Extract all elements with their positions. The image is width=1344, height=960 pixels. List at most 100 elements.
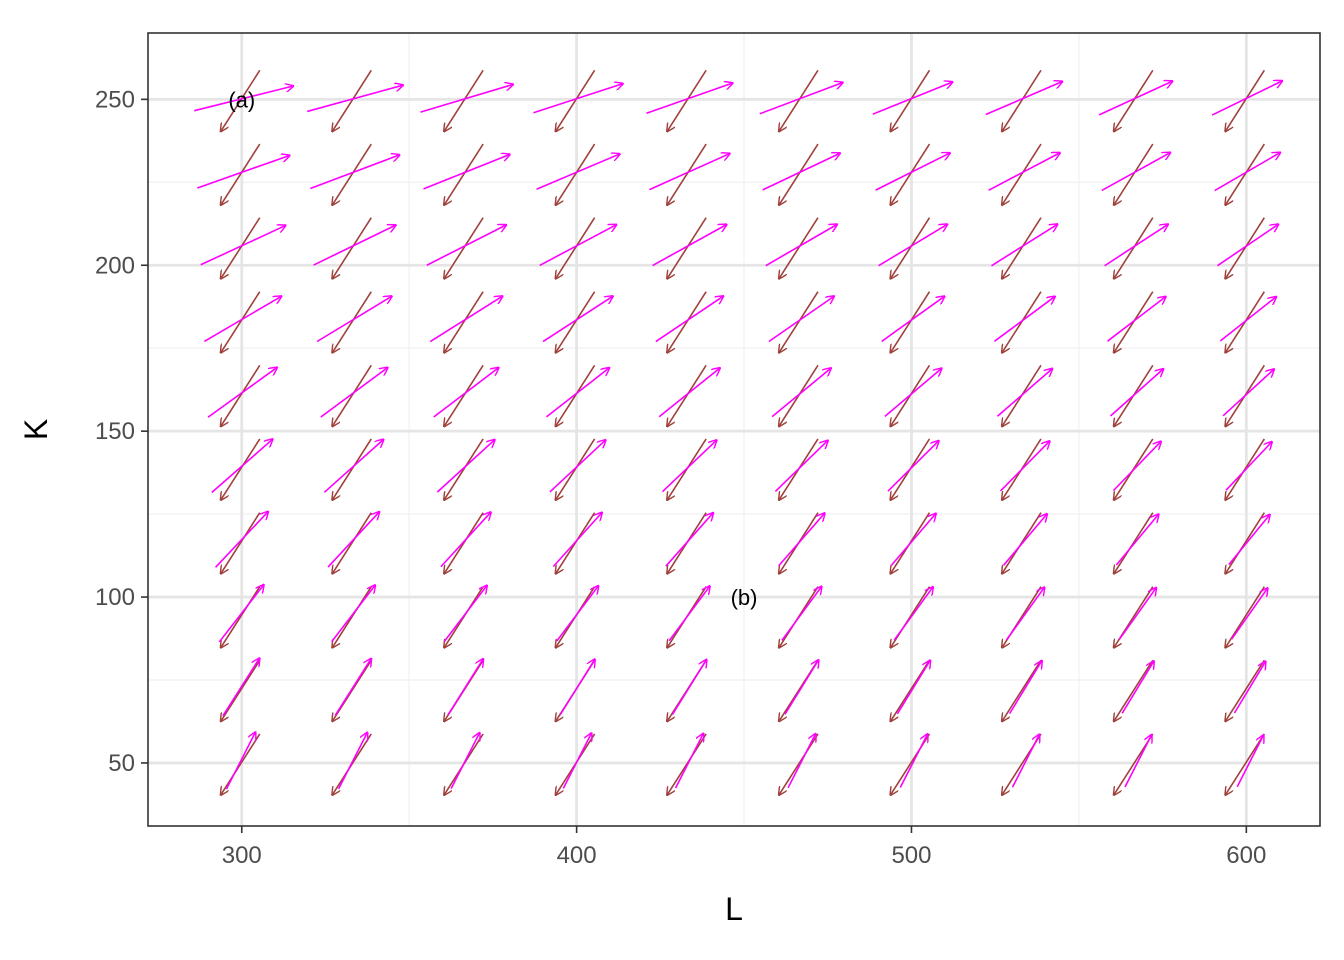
red-vector-arrow [332,438,372,500]
magenta-vector-arrow [1115,514,1158,566]
panel-border [147,32,1321,827]
red-vector-arrow [444,291,484,353]
magenta-vector-arrow [999,441,1050,492]
magenta-vector-arrow [988,153,1060,191]
x-tick-label: 600 [1226,842,1266,869]
magenta-vector-arrow [450,733,479,790]
red-vector-arrow [1114,659,1154,721]
magenta-vector-arrow [1233,661,1265,714]
y-tick-label: 250 [95,86,135,113]
magenta-vector-arrow [1211,81,1282,116]
red-vector-arrow [1225,217,1266,279]
red-vector-arrow [221,586,261,648]
magenta-vector-arrow [211,439,273,494]
magenta-vector-arrow [334,659,371,716]
magenta-vector-arrow [443,585,487,642]
annotation-label: (a) [228,87,255,112]
magenta-vector-arrow [429,296,502,343]
magenta-vector-arrow [552,512,602,568]
magenta-vector-arrow [556,586,599,642]
magenta-vector-arrow [436,440,494,493]
red-vector-arrow [556,364,596,426]
red-vector-arrow [221,69,261,131]
magenta-vector-arrow [1121,661,1154,714]
magenta-vector-arrow [316,296,392,343]
x-tick-label: 400 [557,842,597,869]
red-vector-arrow [444,143,484,205]
red-vector-arrow [1002,217,1042,279]
magenta-vector-arrow [1231,588,1268,640]
red-vector-arrow [556,291,596,353]
red-vector-arrow [1225,69,1266,131]
red-vector-arrow [1225,586,1266,648]
magenta-vector-arrow [878,224,948,267]
y-tick-label: 100 [95,584,135,611]
red-vector-arrow [667,364,707,426]
magenta-vector-arrow [323,439,383,493]
red-vector-arrow [890,291,931,353]
magenta-vector-arrow [899,734,927,788]
magenta-vector-arrow [649,154,729,191]
magenta-vector-arrow [1002,514,1047,566]
magenta-vector-arrow [542,296,613,343]
magenta-vector-arrow [781,587,822,641]
red-vector-arrow [1114,143,1154,205]
y-tick-label: 200 [95,252,135,279]
red-vector-arrow [779,291,819,353]
red-vector-arrow [667,291,707,353]
magenta-vector-arrow [562,733,591,789]
red-vector-arrow [221,659,261,721]
magenta-vector-arrow [1005,587,1045,641]
magenta-vector-arrow [887,441,939,492]
magenta-vector-arrow [1228,515,1270,566]
magenta-vector-arrow [778,513,825,567]
annotation-label: (b) [731,585,758,610]
magenta-vector-arrow [1104,224,1168,267]
magenta-vector-arrow [194,86,293,112]
magenta-vector-arrow [1225,442,1272,491]
magenta-vector-arrow [533,84,622,114]
y-axis-title: K [18,419,54,440]
magenta-vector-arrow [440,512,491,568]
red-vector-arrow [667,217,707,279]
axes: 300 400 500 600 50 100 150 200 250 [95,86,1266,869]
red-vector-arrow [667,143,707,205]
x-tick-label: 500 [891,842,931,869]
red-vector-arrow [221,291,261,353]
red-vector-arrow [221,217,261,279]
magenta-vector-arrow [665,513,713,567]
magenta-vector-arrow [1118,588,1156,640]
magenta-vector-arrow [661,440,716,493]
magenta-vector-arrow [222,658,260,717]
red-vector-arrow [221,364,261,426]
red-vector-arrow [332,364,372,426]
red-vector-arrow [556,438,596,500]
magenta-vector-arrow [337,732,368,790]
red-vector-arrow [667,69,707,131]
red-vector-arrow [556,69,596,131]
magenta-vector-arrow [875,153,950,191]
magenta-vector-arrow [655,296,724,343]
magenta-vector-arrow [881,296,945,343]
y-tick-label: 150 [95,418,135,445]
magenta-vector-arrow [1219,297,1276,342]
magenta-vector-arrow [771,368,831,418]
red-vector-arrow [890,659,931,721]
grid-lines [148,33,1320,826]
red-vector-arrow [221,512,261,574]
red-vector-arrow [890,69,931,131]
magenta-vector-arrow [225,732,255,790]
magenta-vector-arrow [549,440,606,493]
magenta-vector-arrow [893,587,933,641]
red-vector-arrow [332,143,372,205]
red-vector-arrow [444,69,484,131]
magenta-vector-arrow [331,585,376,643]
red-vector-arrow [1114,512,1154,574]
magenta-vector-arrow [759,82,843,115]
magenta-vector-arrow [674,733,704,789]
magenta-vector-arrow [884,368,942,418]
magenta-vector-arrow [1236,735,1263,788]
red-vector-arrow [1002,69,1042,131]
magenta-vector-arrow [1101,153,1170,192]
